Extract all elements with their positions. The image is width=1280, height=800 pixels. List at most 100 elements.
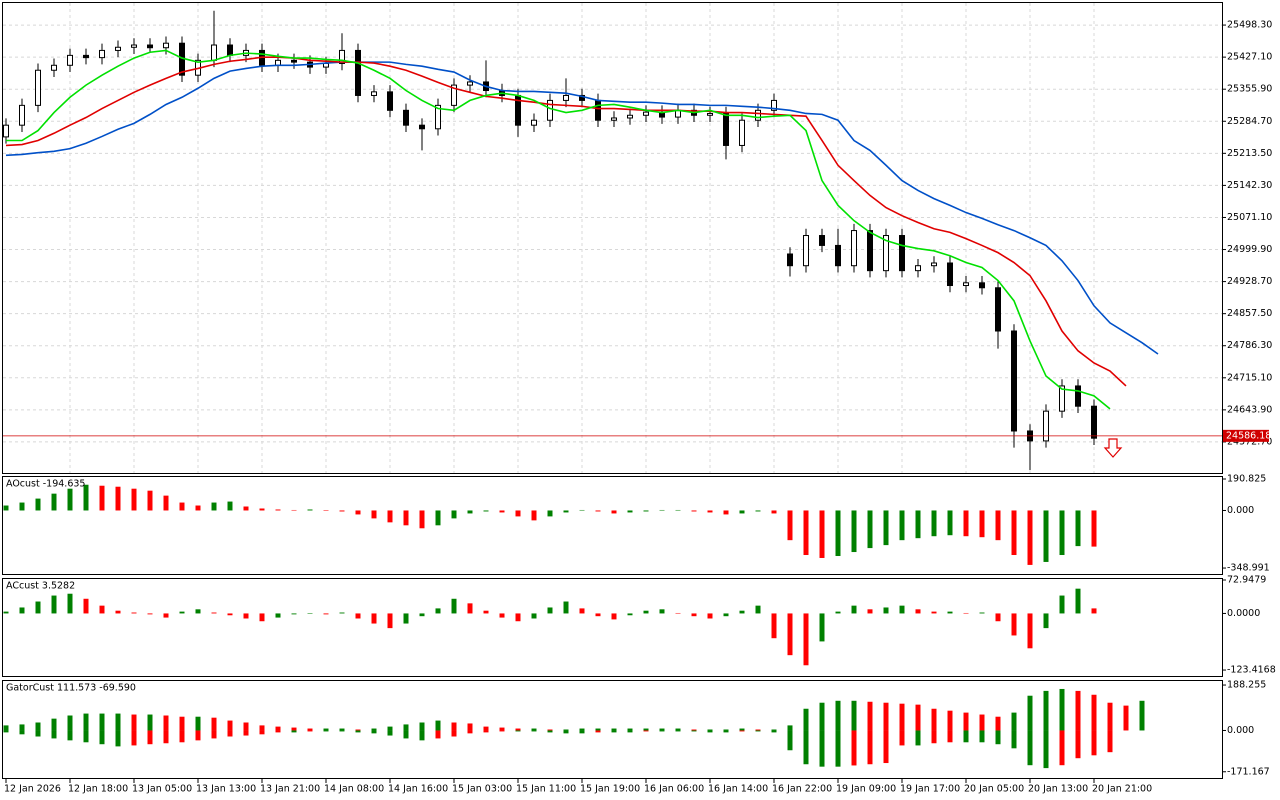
candle-body <box>979 282 985 289</box>
histogram-bar <box>739 510 745 514</box>
gator-bar <box>563 730 569 734</box>
histogram-bar <box>451 598 457 614</box>
histogram-bar <box>99 485 105 511</box>
histogram-bar <box>851 510 857 553</box>
gator-bar <box>547 730 553 733</box>
gator-bar <box>403 724 409 731</box>
candle-body <box>931 262 937 267</box>
histogram-bar <box>115 486 121 511</box>
gator-bar <box>739 730 745 732</box>
gator-bar <box>67 715 73 731</box>
candle-body <box>819 235 825 246</box>
histogram-bar <box>547 607 553 614</box>
gator-bar <box>3 730 9 733</box>
histogram-bar <box>515 510 521 517</box>
gator-bar <box>323 730 329 732</box>
y-tick-label: 0.000 <box>1227 505 1254 516</box>
candle-body <box>371 91 377 96</box>
histogram-bar <box>819 510 825 558</box>
candle-body <box>147 44 153 49</box>
gator-bar <box>275 730 281 733</box>
alligator-line <box>6 49 1111 410</box>
y-tick-label: 24928.70 <box>1227 276 1272 287</box>
gator-bar <box>115 730 121 747</box>
histogram-bar <box>467 510 473 514</box>
histogram-bar <box>83 598 89 614</box>
gator-bar <box>739 728 745 731</box>
histogram-bar <box>1075 510 1081 547</box>
y-tick-label: 24786.30 <box>1227 340 1272 351</box>
y-tick-label: 25071.10 <box>1227 212 1272 223</box>
gator-bar <box>595 730 601 733</box>
candle-body <box>3 124 9 138</box>
histogram-bar <box>867 609 873 614</box>
gator-bar <box>291 730 297 733</box>
histogram-bar <box>179 502 185 511</box>
candle-body <box>771 99 777 111</box>
histogram-bar <box>771 510 777 514</box>
histogram-bar <box>3 505 9 511</box>
histogram-bar <box>275 613 281 618</box>
histogram-bar <box>355 510 361 515</box>
main-panel-frame <box>2 2 1223 474</box>
histogram-bar <box>355 613 361 619</box>
gator-bar <box>195 730 201 741</box>
gator-bar <box>611 730 617 733</box>
histogram-bar <box>227 501 233 511</box>
gator-bar <box>707 729 713 731</box>
gator-bar <box>35 730 41 737</box>
histogram-bar <box>259 613 265 622</box>
gator-bar <box>515 730 521 732</box>
gator-bar <box>691 730 697 732</box>
candle-body <box>387 91 393 111</box>
gator-bar <box>451 722 457 731</box>
histogram-bar <box>323 613 329 615</box>
candle-body <box>851 230 857 267</box>
gator-bar <box>339 728 345 731</box>
gator-bar <box>1043 690 1049 731</box>
gator-bar <box>451 730 457 737</box>
histogram-bar <box>563 601 569 614</box>
histogram-bar <box>627 510 633 513</box>
x-tick-label: 15 Jan 03:00 <box>452 784 512 795</box>
gator-bar <box>915 730 921 746</box>
y-tick-label: 24643.90 <box>1227 404 1272 415</box>
histogram-bar <box>803 613 809 666</box>
y-tick-label: 25284.70 <box>1227 116 1272 127</box>
gator-bar <box>3 725 9 731</box>
histogram-bar <box>899 510 905 541</box>
alligator-line <box>5 56 1127 387</box>
gator-bar <box>435 720 441 731</box>
gator-bar <box>83 713 89 731</box>
gator-bar <box>307 728 313 731</box>
candle-body <box>291 59 297 63</box>
histogram-bar <box>83 484 89 511</box>
candle-body <box>563 94 569 101</box>
x-tick-label: 12 Jan 2026 <box>4 784 61 795</box>
histogram-bar <box>1027 510 1033 565</box>
gator-bar <box>163 715 169 731</box>
gator-bar <box>611 728 617 731</box>
gator-bar <box>339 730 345 732</box>
histogram-bar <box>675 612 681 614</box>
gator-bar <box>963 730 969 743</box>
gator-bar <box>1059 730 1065 766</box>
histogram-bar <box>771 613 777 639</box>
histogram-bar <box>739 610 745 614</box>
histogram-bar <box>531 613 537 619</box>
x-tick-label: 20 Jan 05:00 <box>964 784 1024 795</box>
gator-bar <box>995 716 1001 731</box>
histogram-bar <box>163 495 169 511</box>
histogram-bar <box>483 610 489 614</box>
histogram-bar <box>115 610 121 614</box>
histogram-bar <box>1011 613 1017 636</box>
gator-bar <box>931 730 937 744</box>
histogram-bar <box>483 510 489 512</box>
histogram-bar <box>723 510 729 515</box>
candle-body <box>947 262 953 287</box>
candle-body <box>755 109 761 121</box>
x-tick-label: 15 Jan 11:00 <box>516 784 576 795</box>
gator-bar <box>883 702 889 731</box>
histogram-bar <box>931 611 937 614</box>
alligator-line <box>5 61 1159 355</box>
